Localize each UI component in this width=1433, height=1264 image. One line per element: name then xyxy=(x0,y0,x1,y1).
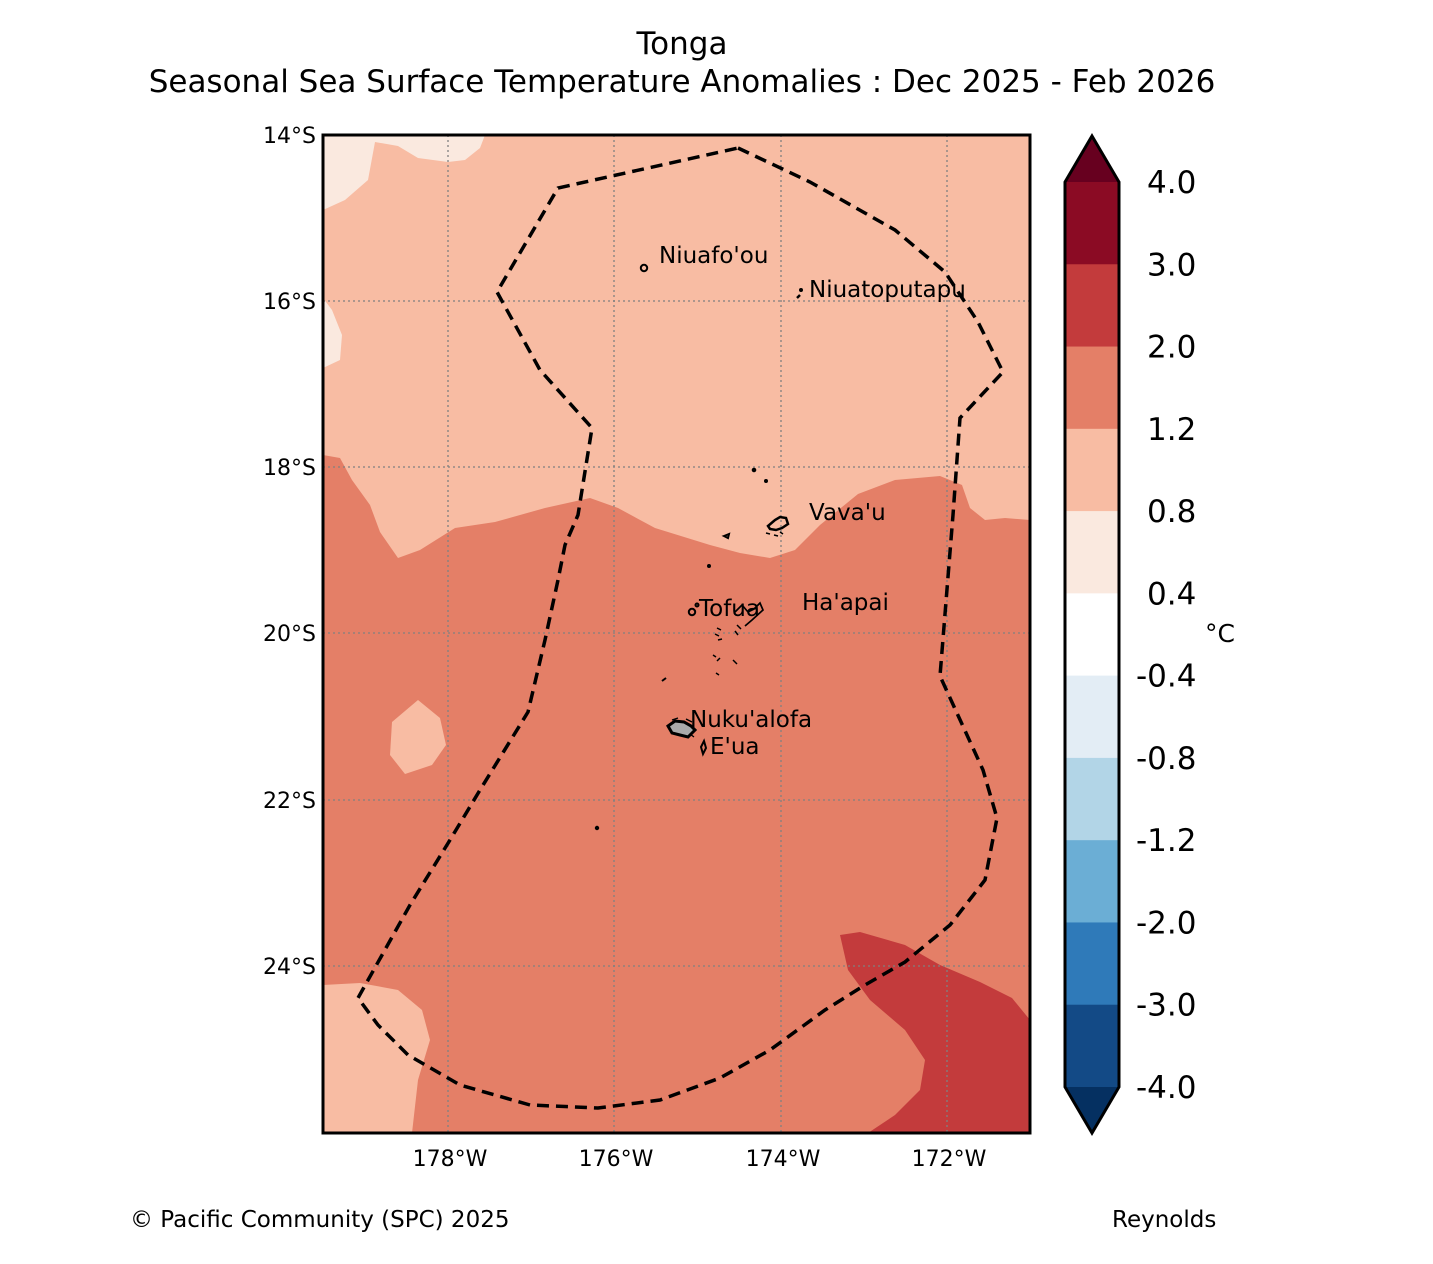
anomaly-band-0p4-0p8-nw xyxy=(323,135,485,210)
colorbar-tick-label: -0.4 xyxy=(1136,659,1197,695)
colorbar-tick-label: 0.4 xyxy=(1147,576,1196,612)
colorbar-bin xyxy=(1065,840,1119,923)
place-label-vavau: Vava'u xyxy=(809,500,886,526)
colorbar-bin xyxy=(1065,182,1119,265)
eez-boundary xyxy=(355,146,1006,1110)
lat-tick-label: 24°S xyxy=(263,955,316,980)
lat-tick-label: 18°S xyxy=(263,456,316,481)
island-late xyxy=(751,467,757,473)
island-vavau-islets xyxy=(765,531,784,537)
lon-tick-label: 172°W xyxy=(912,1147,987,1172)
island-niuatoputapu xyxy=(796,294,801,299)
colorbar-tick-label: 0.8 xyxy=(1147,494,1196,530)
colorbar-extend-bottom xyxy=(1065,1087,1119,1133)
place-label-nukualofa: Nuku'alofa xyxy=(690,707,812,733)
island-niuafoou xyxy=(639,263,649,273)
island-tongatapu-reef xyxy=(671,717,695,738)
island-fonualei xyxy=(764,479,768,483)
island-haapai-islets xyxy=(712,624,742,676)
anomaly-band-2p0-3p0-se xyxy=(840,932,1030,1133)
place-label-niuatoputapu: Niuatoputapu xyxy=(809,277,966,303)
anomaly-band-0p8-1p2-north xyxy=(323,135,1030,558)
map-title: Tonga xyxy=(636,26,728,62)
colorbar-tick-label: -0.8 xyxy=(1136,741,1197,777)
place-label-tofua: Tofua xyxy=(698,596,760,622)
colorbar-tick-label: -2.0 xyxy=(1136,905,1197,941)
island-nomuka xyxy=(661,677,667,682)
island-tofua xyxy=(687,607,697,617)
lon-tick-label: 178°W xyxy=(413,1147,488,1172)
colorbar-unit: °C xyxy=(1205,619,1235,648)
colorbar-tick-label: 1.2 xyxy=(1147,412,1196,448)
islands xyxy=(594,263,803,831)
colorbar-tick-label: -1.2 xyxy=(1136,823,1197,859)
lon-tick-label: 176°W xyxy=(579,1147,654,1172)
colorbar-tick-label: 4.0 xyxy=(1147,165,1196,201)
colorbar-tick-label: 3.0 xyxy=(1147,247,1196,283)
lat-tick-label: 16°S xyxy=(263,290,316,315)
island-toku xyxy=(721,532,731,540)
colorbar-bin xyxy=(1065,593,1119,677)
sst-field xyxy=(323,135,1030,1133)
colorbar-bin xyxy=(1065,922,1119,1006)
place-label-eua: E'ua xyxy=(710,734,760,760)
lon-tick-label: 174°W xyxy=(746,1147,821,1172)
colorbar-extend-top xyxy=(1065,136,1119,182)
lat-tick-label: 22°S xyxy=(263,789,316,814)
colorbar-outline xyxy=(1063,133,1121,1136)
island-haapai xyxy=(734,601,765,627)
map-subtitle: Seasonal Sea Surface Temperature Anomali… xyxy=(148,64,1216,100)
map-gridlines xyxy=(323,135,1030,1133)
island-vavau xyxy=(766,515,790,532)
colorbar-bin xyxy=(1065,757,1119,841)
island-kao xyxy=(694,602,700,608)
anomaly-band-0p4-0p8-west xyxy=(323,298,342,368)
colorbar-tick-label: -3.0 xyxy=(1136,988,1197,1024)
island-eua xyxy=(699,738,708,757)
colorbar-bin xyxy=(1065,428,1119,512)
colorbar-bin xyxy=(1065,675,1119,759)
place-label-haapai: Ha'apai xyxy=(802,590,889,616)
data-source-label: Reynolds xyxy=(1112,1207,1217,1233)
map-frame xyxy=(321,133,1032,1135)
lat-tick-label: 14°S xyxy=(263,124,316,149)
colorbar-bin xyxy=(1065,1004,1119,1088)
island-tafahi xyxy=(799,288,803,292)
colorbar-bin xyxy=(1065,511,1119,594)
place-label-niuafoou: Niuafo'ou xyxy=(659,243,768,269)
island-tongatapu xyxy=(666,719,698,739)
colorbar: 4.0 3.0 2.0 1.2 0.8 0.4 -0.4 -0.8 -1.2 -2.0 -3.0 -4… xyxy=(1063,133,1235,1136)
anomaly-band-0p8-1p2-west-patch xyxy=(390,700,446,774)
island-hunga xyxy=(707,564,711,568)
anomaly-band-0p8-1p2-sw xyxy=(323,983,430,1133)
colorbar-bin xyxy=(1065,346,1119,430)
colorbar-bin xyxy=(1065,264,1119,348)
lat-tick-label: 20°S xyxy=(263,622,316,647)
copyright-notice: © Pacific Community (SPC) 2025 xyxy=(130,1207,510,1233)
colorbar-tick-label: 2.0 xyxy=(1147,330,1196,366)
island-ata xyxy=(594,825,600,831)
colorbar-tick-label: -4.0 xyxy=(1136,1070,1197,1106)
